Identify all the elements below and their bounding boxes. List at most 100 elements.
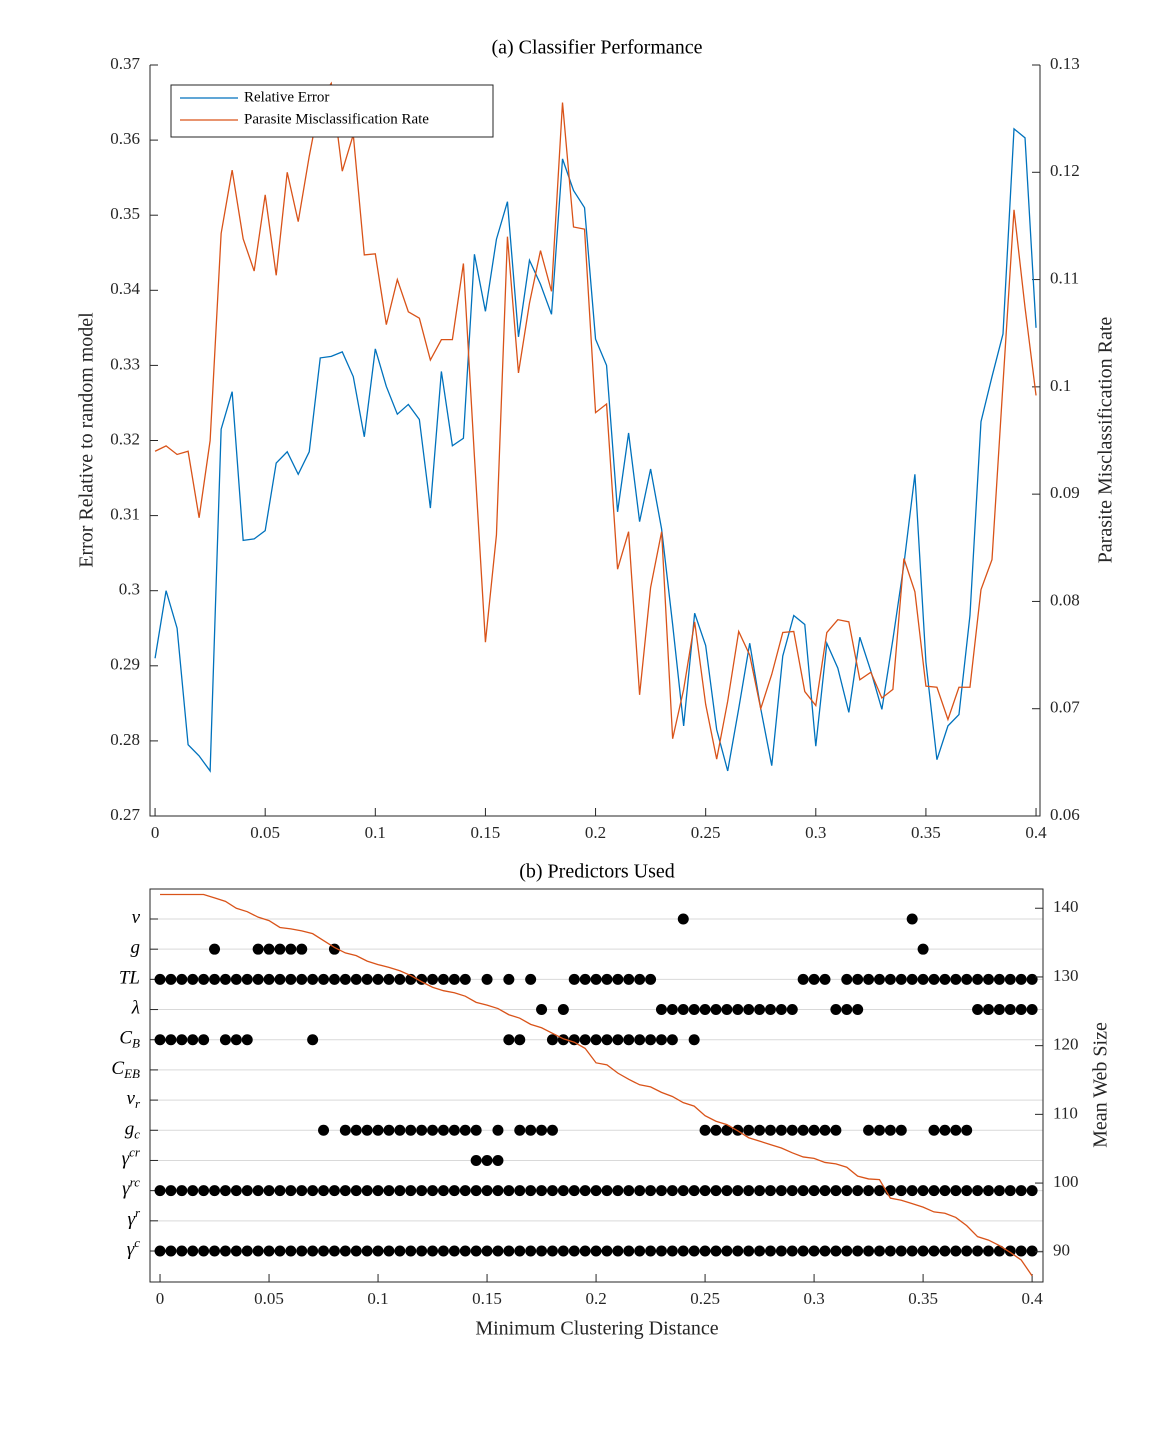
dot xyxy=(634,1245,646,1257)
dot xyxy=(982,1245,994,1257)
dot xyxy=(764,1185,776,1197)
dot xyxy=(503,1245,515,1257)
dot xyxy=(241,1034,253,1046)
dot xyxy=(470,1185,482,1197)
row-symbol: v xyxy=(127,1088,136,1109)
dot xyxy=(830,1245,842,1257)
dot xyxy=(219,1034,231,1046)
dot xyxy=(863,973,875,985)
dot xyxy=(950,1185,962,1197)
dot xyxy=(557,1185,569,1197)
dot xyxy=(187,1034,199,1046)
dot xyxy=(427,973,439,985)
dot xyxy=(993,973,1005,985)
dot xyxy=(427,1185,439,1197)
dot xyxy=(634,1034,646,1046)
dot xyxy=(187,973,199,985)
dot xyxy=(241,1245,253,1257)
dot xyxy=(601,1034,613,1046)
x-tick-label: 0.2 xyxy=(585,823,606,842)
dot xyxy=(579,973,591,985)
dot xyxy=(852,973,864,985)
dot xyxy=(405,1245,417,1257)
dot xyxy=(481,973,493,985)
dot xyxy=(754,1124,766,1136)
dot xyxy=(852,1004,864,1016)
dot xyxy=(219,973,231,985)
row-symbol: γ xyxy=(127,1239,135,1260)
row-subscript: EB xyxy=(123,1066,140,1081)
dot xyxy=(372,1124,384,1136)
dot xyxy=(830,1004,842,1016)
dot xyxy=(1015,973,1027,985)
dot xyxy=(546,1124,558,1136)
row-subscript: B xyxy=(132,1036,140,1051)
dot xyxy=(372,973,384,985)
row-subscript: r xyxy=(135,1096,141,1111)
dot xyxy=(939,1245,951,1257)
dot xyxy=(198,1245,210,1257)
dot xyxy=(721,1124,733,1136)
dot xyxy=(688,1185,700,1197)
dot xyxy=(514,1124,526,1136)
dot xyxy=(579,1245,591,1257)
dot xyxy=(394,1245,406,1257)
dot xyxy=(634,973,646,985)
dot xyxy=(797,1185,809,1197)
row-symbol: C xyxy=(119,1028,132,1049)
dot xyxy=(786,1004,798,1016)
dot xyxy=(557,1245,569,1257)
dot xyxy=(176,1185,188,1197)
dot xyxy=(492,1154,504,1166)
dot xyxy=(209,1245,221,1257)
y2-tick-label: 100 xyxy=(1053,1172,1079,1191)
x-tick-label: 0.05 xyxy=(254,1289,284,1308)
x-tick-label: 0 xyxy=(151,823,160,842)
dot xyxy=(394,1124,406,1136)
dot xyxy=(198,973,210,985)
series-line xyxy=(160,893,1033,1277)
dot xyxy=(786,1124,798,1136)
dot xyxy=(710,1185,722,1197)
dot xyxy=(928,1124,940,1136)
dot xyxy=(797,1245,809,1257)
dot xyxy=(361,1124,373,1136)
dot xyxy=(579,1034,591,1046)
dot xyxy=(917,943,929,955)
dot xyxy=(209,1185,221,1197)
x-tick-label: 0.1 xyxy=(365,823,386,842)
dot xyxy=(884,1245,896,1257)
dot xyxy=(503,1185,515,1197)
row-symbol: γ xyxy=(122,1149,130,1170)
dot xyxy=(775,1185,787,1197)
dot xyxy=(285,973,297,985)
dot xyxy=(841,1245,853,1257)
y2-tick-label: 0.1 xyxy=(1050,376,1071,395)
dot xyxy=(666,1034,678,1046)
dot xyxy=(841,1185,853,1197)
dot xyxy=(906,973,918,985)
dot xyxy=(634,1185,646,1197)
dot xyxy=(830,1185,842,1197)
y-tick-label: 0.31 xyxy=(110,505,140,524)
dot xyxy=(873,973,885,985)
dot xyxy=(1004,1004,1016,1016)
dot xyxy=(437,1185,449,1197)
dot xyxy=(339,1185,351,1197)
dot xyxy=(154,1245,166,1257)
chart-title: (b) Predictors Used xyxy=(519,861,675,883)
y-tick-label: 0.35 xyxy=(110,204,140,223)
dot xyxy=(459,973,471,985)
row-label: v xyxy=(132,907,141,928)
dot xyxy=(198,1185,210,1197)
dot xyxy=(557,1004,569,1016)
dot xyxy=(743,1124,755,1136)
x-tick-label: 0.4 xyxy=(1025,823,1047,842)
dot xyxy=(623,1034,635,1046)
dot xyxy=(906,1185,918,1197)
row-symbol: λ xyxy=(131,998,140,1019)
dot xyxy=(154,1034,166,1046)
dot xyxy=(198,1034,210,1046)
dot xyxy=(503,1034,515,1046)
dot xyxy=(318,1124,330,1136)
